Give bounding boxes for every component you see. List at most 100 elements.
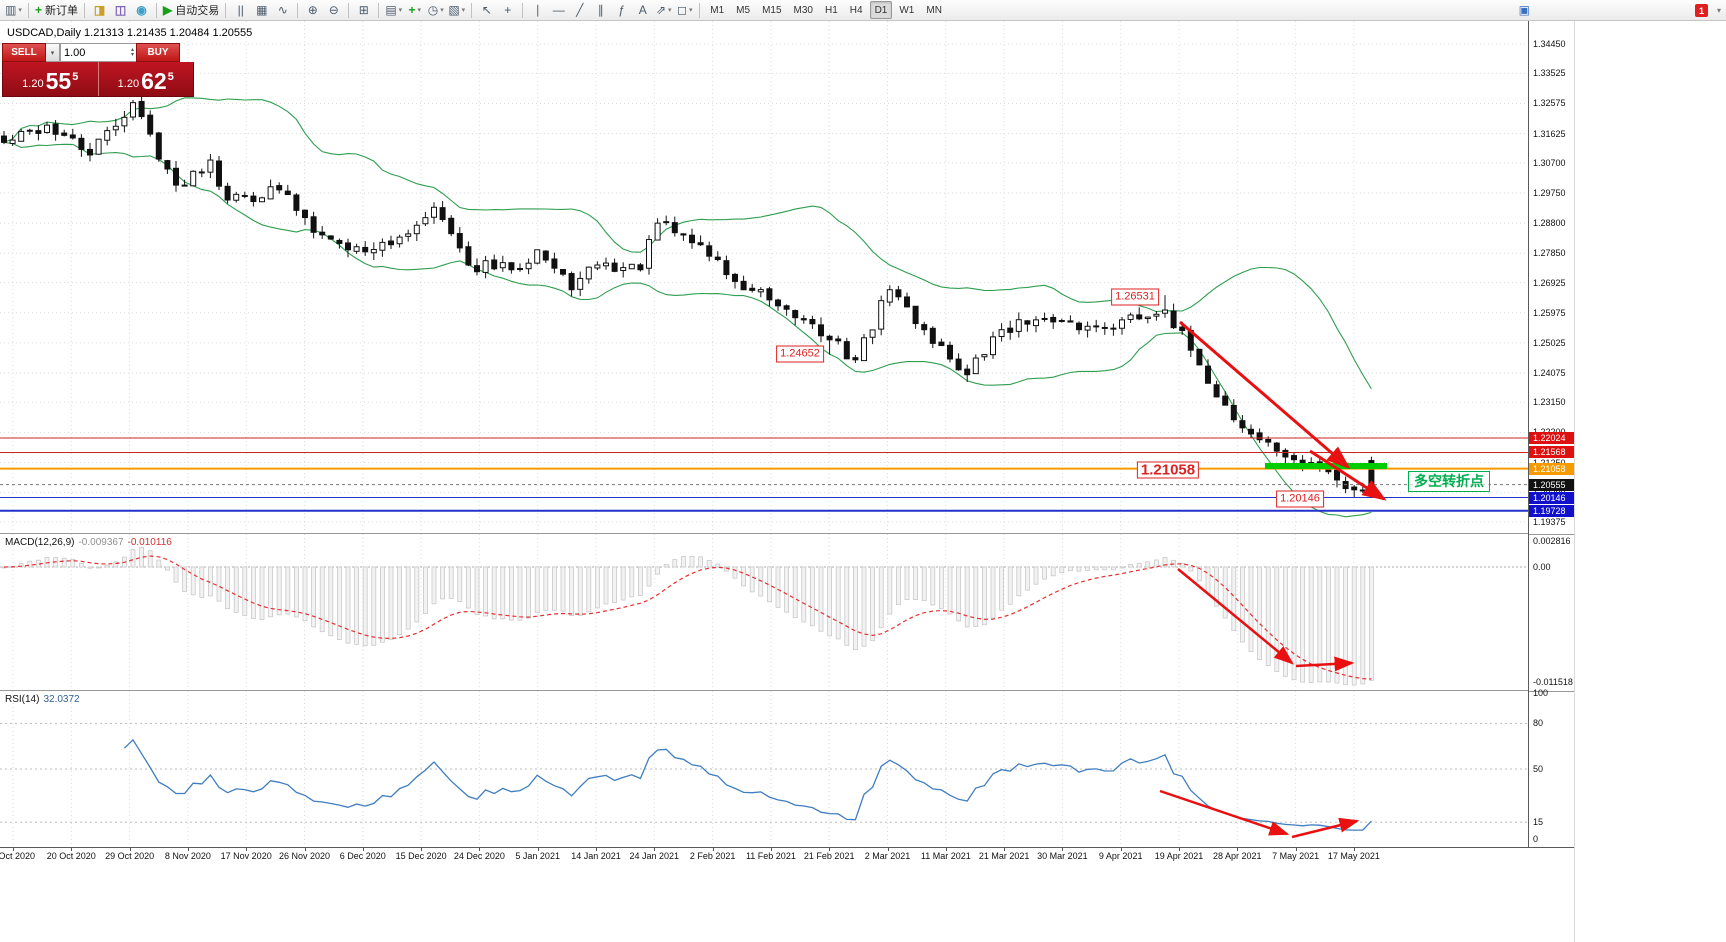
toolbar-separator [348,2,350,18]
market-watch-icon-glyph: ◫ [114,3,127,17]
timeframe-m1[interactable]: M1 [710,4,725,16]
timeframe-m5[interactable]: M5 [736,4,751,16]
market-watch-icon[interactable]: ◫ [110,1,131,19]
cursor-icon[interactable]: ↖ [476,1,497,19]
text-label-icon-glyph: A [638,3,647,17]
spin-down-icon[interactable]: ▾ [130,51,134,58]
rsi-panel[interactable]: RSI(14) 32.0372 [0,691,1528,847]
time-axis-tick [421,848,423,851]
toolbar-separator [699,2,701,18]
toolbar-separator [297,2,299,18]
macd-chart-canvas[interactable] [0,534,1528,690]
spin-up-icon[interactable]: ▴ [130,46,134,53]
price-axis-label: 1.28800 [1533,218,1566,229]
time-axis[interactable]: 9 Oct 2020 20 Oct 2020 29 Oct 2020 8 Nov 20… [0,847,1574,862]
buy-button[interactable]: BUY [136,43,180,62]
auto-arrange-icon[interactable]: ▤ ▾ [383,1,404,19]
bid-price[interactable]: 1.20 55 5 [3,62,99,96]
time-axis-tick [770,848,772,851]
caret-down-icon: ▾ [417,7,422,14]
order-options-dropdown[interactable]: ▾ [46,43,60,62]
autotrading-button[interactable]: ▶ 自动交易 [161,1,221,19]
axis-separator [1529,534,1574,535]
time-axis-tick [1295,848,1297,851]
template-icon-glyph: ▧ [448,3,460,17]
bar-chart-icon[interactable]: || [230,1,251,19]
arrow-object-icon[interactable]: ⇗ ▾ [653,1,674,19]
new-chart-icon[interactable]: + ▾ [404,1,425,19]
macd-axis-label: -0.011518 [1533,677,1573,687]
time-axis-tick [887,848,889,851]
price-panel[interactable]: USDCAD,Daily 1.21313 1.21435 1.20484 1.2… [0,21,1528,534]
community-icon[interactable]: ▣ [1518,3,1530,17]
new-order-button[interactable]: + 新订单 [33,1,80,19]
volume-input[interactable] [61,46,121,59]
trendline-icon[interactable]: ╱ [569,1,590,19]
macd-name: MACD(12,26,9) [5,537,75,548]
time-axis-label: 21 Mar 2021 [978,851,1030,861]
volume-spinner[interactable]: ▴ ▾ [130,46,136,58]
time-axis-tick [537,848,539,851]
chart-window[interactable]: USDCAD,Daily 1.21313 1.21435 1.20484 1.2… [0,21,1528,847]
rsi-label: RSI(14) 32.0372 [5,694,80,705]
price-axis-label: 1.33525 [1533,68,1566,79]
fibonacci-icon[interactable]: ƒ [611,1,632,19]
navigator-icon[interactable]: ◉ [131,1,152,19]
axis-separator [1529,691,1574,692]
tile-windows-icon[interactable]: ⊞ [353,1,374,19]
time-axis-label: 7 May 2021 [1272,851,1320,861]
line-chart-icon-glyph: ∿ [277,3,288,17]
charts-menu-glyph: ▥ [5,3,17,17]
period-selector-icon[interactable]: ◷ ▾ [425,1,446,19]
channel-icon[interactable]: ∥ [590,1,611,19]
profiles-icon[interactable]: ◨ [89,1,110,19]
timeframe-d1[interactable]: D1 [869,1,893,19]
notification-badge[interactable]: 1 [1695,4,1708,17]
price-tag: 1.22024 [1529,432,1574,444]
vertical-line-icon[interactable]: ∣ [527,1,548,19]
timeframe-m15[interactable]: M15 [762,4,782,16]
horizontal-line-icon-glyph: ― [552,3,565,17]
macd-main-value: -0.009367 [78,537,124,548]
timeframe-h1[interactable]: H1 [824,4,838,16]
zoom-out-icon[interactable]: ⊖ [323,1,344,19]
candlestick-chart-icon[interactable]: ▦ [251,1,272,19]
price-chart-canvas[interactable] [0,21,1528,533]
horizontal-line-icon[interactable]: ― [548,1,569,19]
quote-display[interactable]: 1.20 55 5 1.20 62 5 [2,62,194,97]
shapes-icon[interactable]: ◻ ▾ [674,1,695,19]
rsi-axis-label: 50 [1533,764,1544,774]
timeframe-mn[interactable]: MN [926,4,942,16]
sell-button[interactable]: SELL [2,43,46,62]
crosshair-icon[interactable]: + [497,1,518,19]
toolbar-overflow-icon[interactable]: ▾ [1716,6,1721,15]
bid-point: 5 [72,71,79,83]
time-axis-label: 29 Oct 2020 [105,851,155,861]
main-toolbar: ▥ ▾ + 新订单 ◨ ◫ ◉ ▶ 自动交易 || ▦ ∿ ⊕ ⊖ ⊞ ▤ ▾ + ▾ ◷ ▾ ▧ ▾ ↖ + ∣ ― ╱ ∥ ƒ A ⇗ ▾ ◻… [0,0,1726,21]
text-label-icon[interactable]: A [632,1,653,19]
time-axis-tick [1062,848,1064,851]
timeframe-m30[interactable]: M30 [793,4,813,16]
ask-prefix: 1.20 [117,78,140,90]
macd-panel[interactable]: MACD(12,26,9) -0.009367 -0.010116 [0,534,1528,691]
period-selector-icon-glyph: ◷ [427,3,439,17]
time-axis-tick [362,848,364,851]
rsi-chart-canvas[interactable] [0,691,1528,847]
timeframe-w1[interactable]: W1 [899,4,915,16]
time-axis-tick [712,848,714,851]
crosshair-icon-glyph: + [504,3,512,17]
price-tag: 1.19728 [1529,504,1574,517]
price-axis[interactable]: 1.34450 1.33525 1.32575 1.31625 1.30700 1.297… [1528,21,1574,847]
rsi-axis-label: 0 [1533,834,1539,844]
zoom-in-icon[interactable]: ⊕ [302,1,323,19]
template-icon[interactable]: ▧ ▾ [446,1,467,19]
line-chart-icon[interactable]: ∿ [272,1,293,19]
time-axis-label: 26 Nov 2020 [278,851,331,861]
caret-down-icon: ▾ [668,7,672,14]
time-axis-tick [1004,848,1006,851]
charts-menu[interactable]: ▥ ▾ [3,1,24,19]
time-axis-tick [945,848,947,851]
ask-price[interactable]: 1.20 62 5 [99,62,194,96]
timeframe-h4[interactable]: H4 [849,4,863,16]
